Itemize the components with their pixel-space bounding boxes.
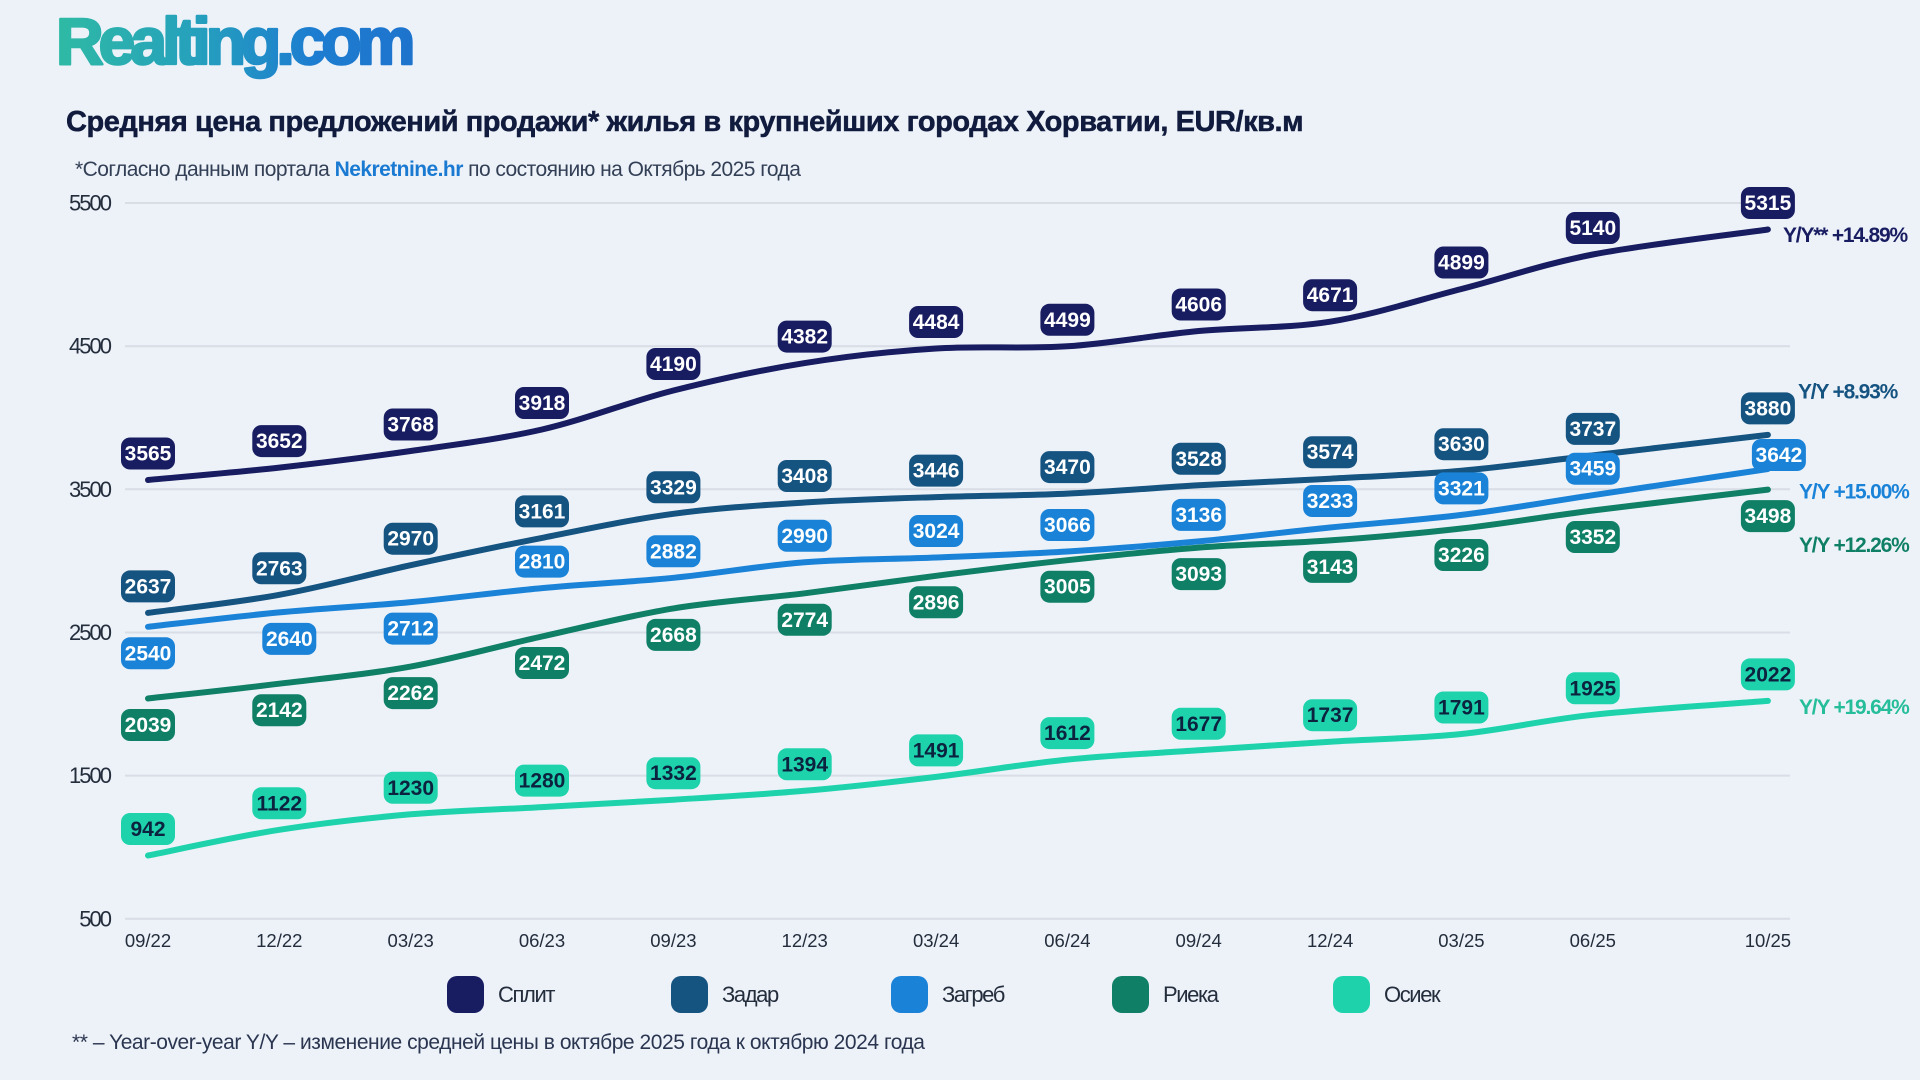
svg-text:3880: 3880 — [1745, 397, 1792, 420]
svg-text:1737: 1737 — [1307, 704, 1354, 727]
svg-text:3143: 3143 — [1307, 556, 1354, 579]
svg-text:Риека: Риека — [1163, 982, 1220, 1007]
svg-text:3652: 3652 — [256, 430, 303, 453]
svg-text:2970: 2970 — [387, 528, 434, 551]
svg-text:10/25: 10/25 — [1745, 930, 1791, 951]
svg-text:Y/Y +19.64%: Y/Y +19.64% — [1799, 696, 1910, 719]
svg-text:Загреб: Загреб — [942, 982, 1005, 1007]
svg-text:Realting.com: Realting.com — [56, 4, 412, 78]
svg-text:3329: 3329 — [650, 476, 697, 499]
svg-text:2668: 2668 — [650, 624, 697, 647]
svg-text:Осиек: Осиек — [1384, 982, 1441, 1007]
svg-text:1925: 1925 — [1569, 677, 1616, 700]
svg-text:3630: 3630 — [1438, 433, 1485, 456]
svg-text:Y/Y +12.26%: Y/Y +12.26% — [1799, 534, 1910, 557]
svg-text:4190: 4190 — [650, 353, 697, 376]
svg-text:2262: 2262 — [387, 682, 434, 705]
svg-text:3574: 3574 — [1307, 441, 1354, 464]
svg-text:2763: 2763 — [256, 557, 303, 580]
svg-text:3768: 3768 — [387, 414, 434, 437]
svg-text:500: 500 — [79, 906, 111, 931]
svg-text:1612: 1612 — [1044, 722, 1091, 745]
svg-text:Сплит: Сплит — [498, 982, 555, 1007]
svg-text:03/23: 03/23 — [388, 930, 434, 951]
svg-text:4500: 4500 — [69, 334, 112, 359]
svg-text:2712: 2712 — [387, 618, 434, 641]
svg-text:09/24: 09/24 — [1176, 930, 1222, 951]
svg-text:1230: 1230 — [387, 777, 434, 800]
svg-text:Задар: Задар — [722, 982, 779, 1007]
svg-text:1394: 1394 — [781, 753, 828, 776]
svg-text:4671: 4671 — [1307, 284, 1354, 307]
svg-text:3093: 3093 — [1175, 563, 1222, 586]
svg-text:4899: 4899 — [1438, 252, 1485, 275]
svg-text:3446: 3446 — [913, 460, 960, 483]
svg-text:942: 942 — [130, 818, 165, 841]
svg-text:09/22: 09/22 — [125, 930, 171, 951]
svg-text:2810: 2810 — [519, 551, 566, 574]
svg-text:03/25: 03/25 — [1438, 930, 1484, 951]
svg-text:3321: 3321 — [1438, 477, 1485, 500]
svg-text:3528: 3528 — [1175, 448, 1222, 471]
svg-text:2472: 2472 — [519, 652, 566, 675]
svg-text:3408: 3408 — [781, 465, 828, 488]
svg-text:1491: 1491 — [913, 739, 960, 762]
svg-text:2637: 2637 — [125, 575, 172, 598]
svg-text:1122: 1122 — [257, 792, 303, 815]
svg-text:2774: 2774 — [781, 609, 828, 632]
svg-text:Y/Y +8.93%: Y/Y +8.93% — [1798, 381, 1899, 404]
svg-text:5315: 5315 — [1745, 192, 1792, 215]
svg-text:3500: 3500 — [69, 477, 112, 502]
svg-text:3459: 3459 — [1569, 458, 1616, 481]
svg-text:1677: 1677 — [1175, 713, 1222, 736]
svg-text:1280: 1280 — [519, 770, 566, 793]
svg-text:3642: 3642 — [1756, 444, 1803, 467]
svg-text:3226: 3226 — [1438, 544, 1485, 567]
svg-text:3565: 3565 — [125, 443, 172, 466]
svg-text:3024: 3024 — [913, 520, 960, 543]
svg-text:03/24: 03/24 — [913, 930, 959, 951]
svg-text:12/24: 12/24 — [1307, 930, 1353, 951]
svg-text:3470: 3470 — [1044, 456, 1091, 479]
svg-text:3161: 3161 — [519, 500, 566, 523]
svg-text:Y/Y +15.00%: Y/Y +15.00% — [1799, 481, 1910, 504]
svg-text:3352: 3352 — [1569, 526, 1616, 549]
svg-text:1500: 1500 — [69, 763, 112, 788]
svg-text:2142: 2142 — [256, 699, 303, 722]
svg-text:3498: 3498 — [1745, 505, 1792, 528]
svg-text:12/23: 12/23 — [782, 930, 828, 951]
svg-text:06/23: 06/23 — [519, 930, 565, 951]
svg-text:2540: 2540 — [125, 642, 172, 665]
svg-text:1332: 1332 — [650, 762, 697, 785]
svg-text:06/24: 06/24 — [1044, 930, 1090, 951]
svg-text:2500: 2500 — [69, 620, 112, 645]
svg-text:2039: 2039 — [125, 714, 172, 737]
svg-text:2022: 2022 — [1745, 663, 1792, 686]
svg-text:06/25: 06/25 — [1570, 930, 1616, 951]
svg-text:3136: 3136 — [1175, 504, 1222, 527]
svg-text:5140: 5140 — [1569, 217, 1616, 240]
svg-text:4606: 4606 — [1175, 294, 1222, 317]
svg-text:4484: 4484 — [913, 311, 960, 334]
svg-text:3005: 3005 — [1044, 576, 1091, 599]
svg-text:2990: 2990 — [781, 525, 828, 548]
svg-text:3066: 3066 — [1044, 514, 1091, 537]
svg-text:1791: 1791 — [1438, 697, 1485, 720]
svg-text:09/23: 09/23 — [650, 930, 696, 951]
svg-text:2882: 2882 — [650, 540, 697, 563]
svg-text:Y/Y** +14.89%: Y/Y** +14.89% — [1783, 224, 1908, 247]
svg-text:12/22: 12/22 — [256, 930, 302, 951]
svg-text:5500: 5500 — [69, 191, 112, 216]
svg-text:2896: 2896 — [913, 591, 960, 614]
svg-text:3918: 3918 — [519, 392, 566, 415]
svg-text:3737: 3737 — [1569, 418, 1616, 441]
svg-text:4382: 4382 — [781, 326, 828, 349]
svg-text:4499: 4499 — [1044, 309, 1091, 332]
svg-text:2640: 2640 — [266, 628, 313, 651]
svg-text:3233: 3233 — [1307, 490, 1354, 513]
